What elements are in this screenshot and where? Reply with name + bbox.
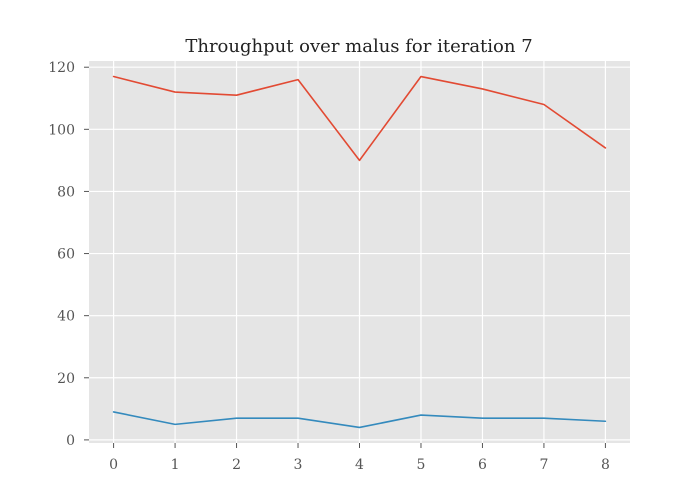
y-tick-label: 120 (48, 60, 75, 76)
x-tick-label: 8 (601, 457, 610, 473)
x-axis: 0 1 2 3 4 5 6 7 8 (109, 443, 610, 473)
y-tick-label: 60 (57, 247, 75, 263)
y-tick-label: 40 (57, 309, 75, 325)
series-line-2 (112, 411, 607, 429)
grid (89, 61, 630, 443)
y-tick-label: 80 (57, 184, 75, 200)
series-group (112, 75, 607, 429)
y-tick-label: 0 (66, 433, 75, 449)
x-tick-label: 6 (478, 457, 487, 473)
y-axis: 0 20 40 60 80 100 120 (48, 60, 89, 449)
x-tick-label: 3 (294, 457, 303, 473)
y-tick-label: 100 (48, 122, 75, 138)
series-line-1 (112, 75, 607, 162)
x-tick-label: 5 (417, 457, 426, 473)
x-tick-label: 1 (171, 457, 180, 473)
x-tick-label: 7 (539, 457, 548, 473)
chart-title: Throughput over malus for iteration 7 (185, 36, 532, 57)
y-tick-label: 20 (57, 371, 75, 387)
x-tick-label: 0 (109, 457, 118, 473)
x-tick-label: 4 (355, 457, 364, 473)
x-tick-label: 2 (232, 457, 241, 473)
